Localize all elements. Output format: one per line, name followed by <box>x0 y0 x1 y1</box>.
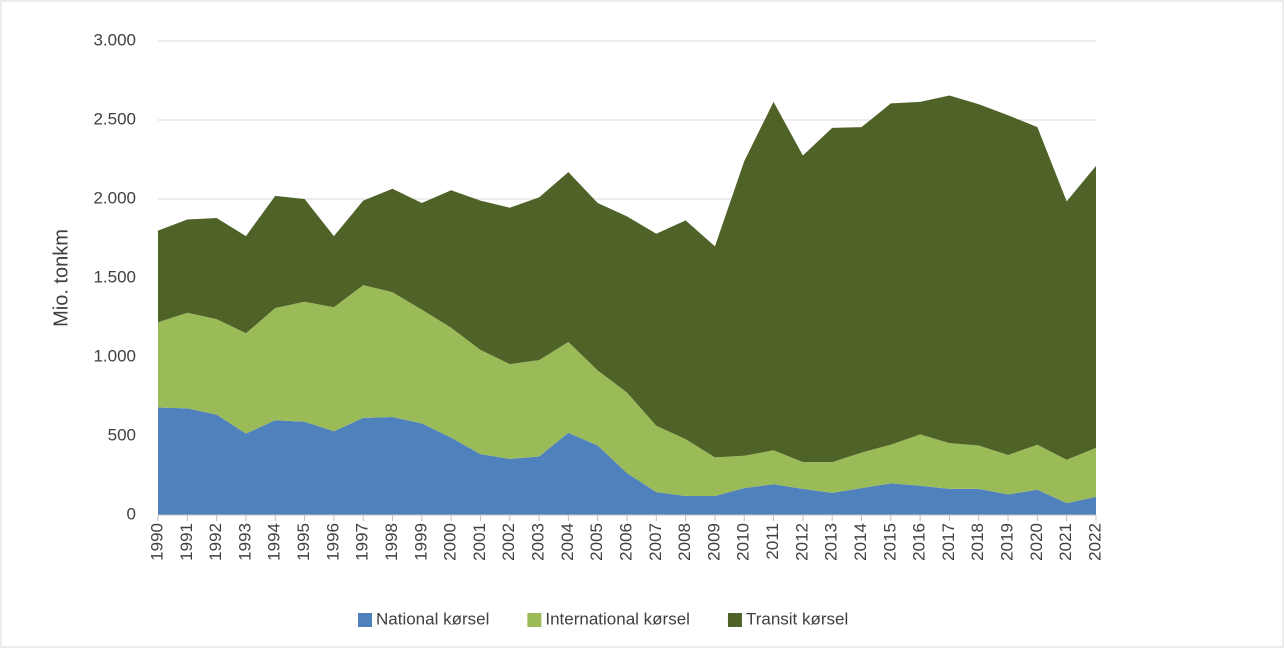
x-tick-label: 2015 <box>880 523 899 561</box>
legend-swatch <box>727 613 742 627</box>
x-tick-label: 2020 <box>1027 523 1046 561</box>
y-tick-label: 2.000 <box>93 188 136 207</box>
x-tick-label: 1998 <box>382 523 401 561</box>
legend-swatch <box>527 613 542 627</box>
x-tick-label: 2006 <box>616 523 635 561</box>
y-tick-label: 1.500 <box>93 267 136 286</box>
area <box>158 95 1096 463</box>
legend-swatch <box>358 613 372 627</box>
x-tick-label: 1991 <box>177 523 196 561</box>
x-tick-label: 2002 <box>499 523 518 561</box>
x-tick-label: 2004 <box>558 523 577 561</box>
x-tick-label: 2009 <box>704 523 723 561</box>
x-tick-label: 2012 <box>792 523 811 561</box>
x-tick-label: 2014 <box>851 523 870 561</box>
x-tick-label: 2007 <box>646 523 665 561</box>
y-axis-label: Mio. tonkm <box>50 229 72 327</box>
x-tick-label: 2021 <box>1056 523 1075 561</box>
x-tick-label: 2011 <box>763 523 782 560</box>
x-tick-label: 2017 <box>939 523 958 561</box>
x-tick-label: 2010 <box>734 523 753 561</box>
x-tick-label: 1999 <box>411 523 430 561</box>
x-tick-label: 1993 <box>235 523 254 561</box>
x-tick-label: 2003 <box>529 523 548 561</box>
x-tick-label: 1995 <box>294 523 313 561</box>
x-tick-label: 2013 <box>822 523 841 561</box>
x-tick-label: 1997 <box>353 523 372 561</box>
area <box>158 285 1096 504</box>
x-tick-label: 1990 <box>147 523 166 561</box>
legend-label: International kørsel <box>545 609 690 628</box>
y-tick-label: 0 <box>127 504 136 523</box>
x-tick-label: 1996 <box>323 523 342 561</box>
x-tick-label: 2016 <box>910 523 929 561</box>
legend-label: National kørsel <box>376 609 489 628</box>
x-tick-label: 2019 <box>998 523 1017 561</box>
y-tick-label: 500 <box>108 425 136 444</box>
x-tick-label: 2008 <box>675 523 694 561</box>
x-tick-label: 1992 <box>206 523 225 561</box>
y-tick-label: 3.000 <box>93 30 136 49</box>
x-tick-label: 2005 <box>587 523 606 561</box>
x-tick-label: 1994 <box>265 523 284 561</box>
x-tick-label: 2022 <box>1085 523 1104 561</box>
legend-label: Transit kørsel <box>746 609 848 628</box>
y-tick-label: 1.000 <box>93 346 136 365</box>
x-tick-label: 2000 <box>441 523 460 561</box>
y-tick-label: 2.500 <box>93 109 136 128</box>
x-tick-label: 2018 <box>968 523 987 561</box>
x-tick-label: 2001 <box>470 523 489 561</box>
